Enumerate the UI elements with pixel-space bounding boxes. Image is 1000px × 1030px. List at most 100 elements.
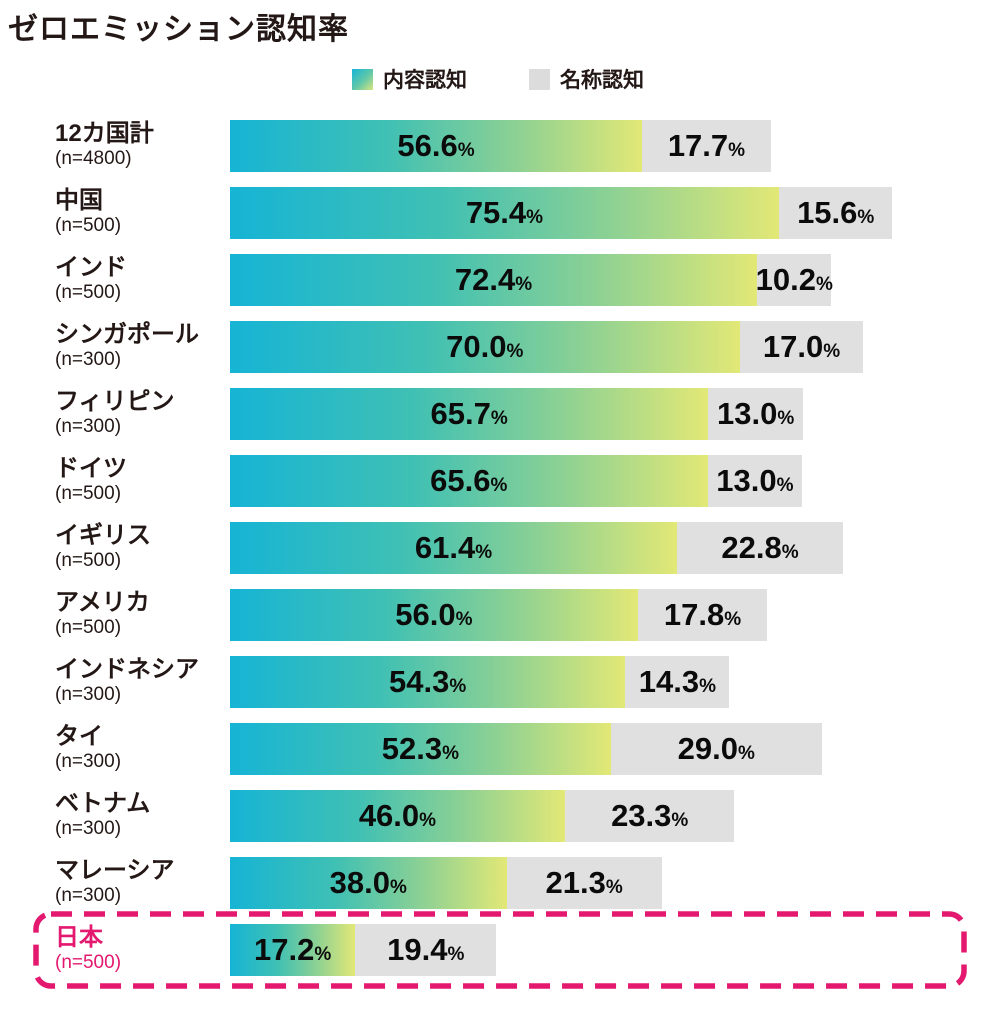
percent-sign: % <box>506 340 524 362</box>
bar-chart: 12カ国計 (n=4800) 56.6% 17.7% 中国 (n=500) 75.4% 15.… <box>0 112 1000 989</box>
bar-group: 65.7% 13.0% <box>230 387 803 440</box>
value-label: 56.0% <box>395 596 473 632</box>
percent-sign: % <box>605 876 623 898</box>
percent-sign: % <box>728 139 746 161</box>
value-label: 14.3% <box>638 663 716 699</box>
content-awareness-bar: 72.4% <box>230 253 758 306</box>
country-name: シンガポール <box>55 321 199 349</box>
country-name: 12カ国計 <box>55 120 154 148</box>
name-awareness-bar: 13.0% <box>707 454 803 507</box>
value-label: 17.7% <box>667 127 746 163</box>
bar-group: 61.4% 22.8% <box>230 521 843 574</box>
sample-size: (n=500) <box>55 483 122 505</box>
value-label: 13.0% <box>716 395 795 431</box>
value-label: 23.3% <box>611 797 689 833</box>
row-label: 12カ国計 (n=4800) <box>0 120 230 170</box>
row-label: ベトナム (n=300) <box>0 791 230 840</box>
chart-row-0: 12カ国計 (n=4800) 56.6% 17.7% <box>0 112 1000 179</box>
sample-size: (n=500) <box>55 215 122 237</box>
percent-sign: % <box>776 474 794 496</box>
content-awareness-bar: 52.3% <box>230 722 611 775</box>
legend-label-content: 内容認知 <box>383 69 467 92</box>
row-label: インド (n=500) <box>0 255 230 304</box>
value-label: 38.0% <box>329 864 407 900</box>
name-awareness-bar: 22.8% <box>677 521 843 574</box>
percent-sign: % <box>490 474 508 496</box>
value-label: 54.3% <box>389 663 467 699</box>
content-awareness-bar: 38.0% <box>230 856 507 909</box>
value-label: 19.4% <box>387 931 465 967</box>
name-awareness-bar: 17.8% <box>637 588 768 641</box>
percent-sign: % <box>490 407 508 429</box>
row-label: イギリス (n=500) <box>0 523 230 572</box>
country-name: アメリカ <box>55 589 150 617</box>
bar-group: 52.3% 29.0% <box>230 722 822 775</box>
sample-size: (n=500) <box>55 550 122 572</box>
content-awareness-bar: 56.6% <box>230 119 642 172</box>
legend: 内容認知 名称認知 <box>352 64 644 94</box>
percent-sign: % <box>457 139 475 161</box>
name-awareness-bar: 23.3% <box>564 789 735 842</box>
percent-sign: % <box>781 541 799 563</box>
country-name: インドネシア <box>55 656 199 684</box>
value-label: 56.6% <box>397 127 475 163</box>
sample-size: (n=300) <box>55 818 122 840</box>
chart-row-2: インド (n=500) 72.4% 10.2% <box>0 246 1000 313</box>
percent-sign: % <box>815 273 833 295</box>
bar-group: 46.0% 23.3% <box>230 789 735 842</box>
bar-group: 75.4% 15.6% <box>230 186 893 239</box>
chart-row-9: タイ (n=300) 52.3% 29.0% <box>0 715 1000 782</box>
bar-group: 65.6% 13.0% <box>230 454 803 507</box>
sample-size: (n=300) <box>55 416 122 438</box>
percent-sign: % <box>823 340 841 362</box>
row-label: タイ (n=300) <box>0 724 230 773</box>
value-label: 21.3% <box>545 864 623 900</box>
sample-size: (n=500) <box>55 282 122 304</box>
name-awareness-bar: 17.7% <box>642 119 771 172</box>
percent-sign: % <box>671 809 689 831</box>
chart-row-4: フィリピン (n=300) 65.7% 13.0% <box>0 380 1000 447</box>
country-name: ドイツ <box>55 455 127 483</box>
percent-sign: % <box>724 608 742 630</box>
legend-item-name-awareness: 名称認知 <box>529 64 644 94</box>
sample-size: (n=500) <box>55 952 122 974</box>
chart-row-7: アメリカ (n=500) 56.0% 17.8% <box>0 581 1000 648</box>
content-awareness-swatch-icon <box>352 68 373 90</box>
name-awareness-bar: 10.2% <box>755 253 833 306</box>
value-label: 10.2% <box>755 261 833 297</box>
percent-sign: % <box>515 273 533 295</box>
value-label: 70.0% <box>446 328 524 364</box>
value-label: 17.0% <box>762 328 841 364</box>
sample-size: (n=300) <box>55 885 122 907</box>
row-label: 中国 (n=500) <box>0 187 230 237</box>
value-label: 13.0% <box>716 462 794 498</box>
row-label: アメリカ (n=500) <box>0 589 230 639</box>
legend-label-name: 名称認知 <box>560 69 644 92</box>
row-label: マレーシア (n=300) <box>0 858 230 907</box>
bar-group: 17.2% 19.4% <box>230 923 497 976</box>
chart-row-12: 日本 (n=500) 17.2% 19.4% <box>0 916 1000 983</box>
percent-sign: % <box>447 943 465 965</box>
bar-group: 72.4% 10.2% <box>230 253 833 306</box>
country-name: 日本 <box>55 924 103 952</box>
row-label: フィリピン (n=300) <box>0 389 230 438</box>
page-title: ゼロエミッション認知率 <box>8 13 349 46</box>
name-awareness-bar: 21.3% <box>506 856 662 909</box>
row-label: 日本 (n=500) <box>0 924 230 974</box>
value-label: 17.8% <box>663 596 742 632</box>
chart-row-3: シンガポール (n=300) 70.0% 17.0% <box>0 313 1000 380</box>
percent-sign: % <box>455 608 473 630</box>
row-label: インドネシア (n=300) <box>0 656 230 706</box>
bar-group: 56.0% 17.8% <box>230 588 768 641</box>
content-awareness-bar: 61.4% <box>230 521 677 574</box>
chart-row-8: インドネシア (n=300) 54.3% 14.3% <box>0 648 1000 715</box>
percent-sign: % <box>526 206 544 228</box>
bar-group: 70.0% 17.0% <box>230 320 864 373</box>
percent-sign: % <box>314 943 332 965</box>
value-label: 61.4% <box>414 529 493 565</box>
name-awareness-bar: 19.4% <box>355 923 497 976</box>
country-name: 中国 <box>55 187 103 215</box>
bar-group: 38.0% 21.3% <box>230 856 662 909</box>
value-label: 65.7% <box>430 395 508 431</box>
value-label: 52.3% <box>381 730 459 766</box>
